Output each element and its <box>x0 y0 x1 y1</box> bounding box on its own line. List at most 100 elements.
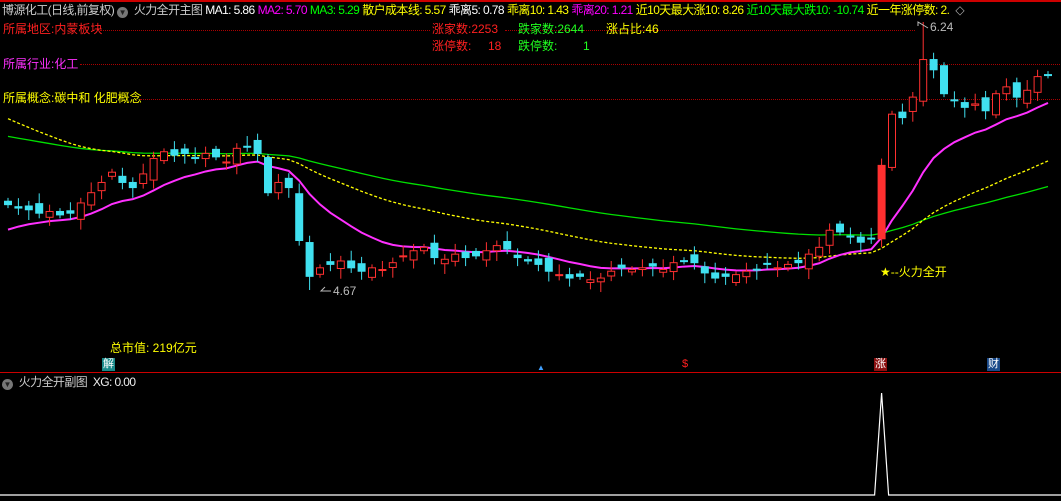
divider-dots <box>80 64 1060 65</box>
divider-dots <box>505 30 915 31</box>
candle-body <box>4 200 12 206</box>
divider-dots <box>100 30 430 31</box>
candle-body <box>711 272 720 279</box>
candle-body <box>867 237 876 240</box>
candle-body <box>1023 89 1032 104</box>
candle-body <box>35 203 44 214</box>
candle-body <box>149 158 158 181</box>
candle-body <box>451 253 460 262</box>
candle-body <box>555 274 564 277</box>
more-icon[interactable]: ◇ <box>955 3 964 17</box>
candle-body <box>492 245 501 252</box>
candle-body <box>742 270 751 278</box>
header-stat: 乖离20: 1.21 <box>571 3 633 17</box>
candle-body <box>732 274 740 283</box>
candle-body <box>253 139 262 154</box>
candle-body <box>680 260 688 263</box>
candle-body <box>888 113 896 168</box>
candle-body <box>232 147 241 165</box>
signal-label: ★--火力全开 <box>880 265 947 279</box>
candle-body <box>284 177 293 189</box>
market-cap: 总市值: 219亿元 <box>110 341 197 355</box>
candle-body <box>472 250 480 257</box>
candle-body <box>513 254 522 259</box>
candle-body <box>898 111 907 119</box>
marker-dollar[interactable]: $ <box>682 358 689 370</box>
marker-finance[interactable]: 财 <box>987 358 1000 371</box>
dropdown-icon[interactable]: ▼ <box>117 7 129 18</box>
candle-body <box>24 205 33 211</box>
candle-body <box>66 210 75 214</box>
candle-body <box>773 267 782 270</box>
cost-line <box>7 118 1049 259</box>
header-stat: 乖离10: 1.43 <box>506 3 569 17</box>
candle-body <box>97 181 106 192</box>
candle-body <box>628 269 636 273</box>
candle-body <box>191 157 200 160</box>
limit-down-value: 1 <box>583 39 590 53</box>
marker-rise[interactable]: 涨 <box>874 358 887 371</box>
candle-body <box>212 148 220 158</box>
indicator-name[interactable]: 火力全开主图 <box>133 3 203 17</box>
low-price-label: 4.67 <box>333 284 357 298</box>
dropdown-icon[interactable]: ▼ <box>2 379 13 390</box>
candle-body <box>316 267 324 275</box>
candlestick-chart[interactable] <box>0 0 1061 372</box>
region-label: 所属地区:内蒙板块 <box>3 22 103 36</box>
candle-body <box>971 103 980 106</box>
pane-divider[interactable] <box>0 372 1061 373</box>
candle-body <box>586 279 595 283</box>
candle-body <box>669 262 678 273</box>
candle-body <box>908 96 917 112</box>
candle-body <box>659 269 668 273</box>
candle-body <box>877 164 886 240</box>
candle-body <box>118 175 127 183</box>
stock-title[interactable]: 博源化工(日线,前复权) <box>2 3 115 17</box>
candle-body <box>836 223 844 233</box>
candle-body <box>794 259 803 264</box>
marker-triangle[interactable]: ▲ <box>537 363 545 372</box>
candle-body <box>919 59 928 102</box>
candle-body <box>576 273 584 277</box>
candle-body <box>45 210 54 218</box>
candle-body <box>1044 74 1052 77</box>
xg-signal-line <box>0 392 1061 496</box>
candle-body <box>638 267 647 271</box>
candle-body <box>700 266 709 274</box>
high-price-label: 6.24 <box>930 20 954 34</box>
candle-body <box>721 273 730 277</box>
sub-indicator-name[interactable]: 火力全开副图 <box>18 375 88 389</box>
candle-body <box>763 262 772 265</box>
candle-body <box>461 251 470 259</box>
industry-label: 所属行业:化工 <box>3 57 79 71</box>
candle-body <box>368 267 376 278</box>
candle-body <box>846 235 855 238</box>
candle-body <box>690 254 699 264</box>
candle-body <box>784 263 792 269</box>
candle-body <box>430 242 439 259</box>
concept-label: 所属概念:碳中和 化肥概念 <box>3 91 142 105</box>
header-stat: 近10天最大跌10: -10.74 <box>746 3 864 17</box>
candle-body <box>648 263 657 267</box>
header-stat: MA3: 5.29 <box>309 3 360 17</box>
candle-body <box>388 262 397 268</box>
candle-body <box>440 258 449 265</box>
candle-body <box>960 102 969 108</box>
ma2-line <box>7 102 1049 272</box>
header-stat: 散户成本线: 5.57 <box>362 3 446 17</box>
candle-body <box>180 148 189 154</box>
candle-body <box>1033 76 1042 93</box>
candle-body <box>409 250 418 261</box>
candle-body <box>534 258 543 265</box>
candle-body <box>596 277 605 283</box>
header-stat: 近一年涨停数: 2. <box>866 3 950 17</box>
candle-body <box>160 151 168 162</box>
candle-body <box>804 253 813 270</box>
candle-body <box>420 246 428 252</box>
main-chart-header: 博源化工(日线,前复权) ▼ 火力全开主图 MA1: 5.86 MA2: 5.70 MA… <box>2 3 965 18</box>
candle-body <box>940 65 948 95</box>
marker-unlock[interactable]: 解 <box>102 358 115 371</box>
candle-body <box>76 202 85 220</box>
limit-down-label: 跌停数: <box>518 39 558 53</box>
xg-value: XG: 0.00 <box>92 375 136 389</box>
